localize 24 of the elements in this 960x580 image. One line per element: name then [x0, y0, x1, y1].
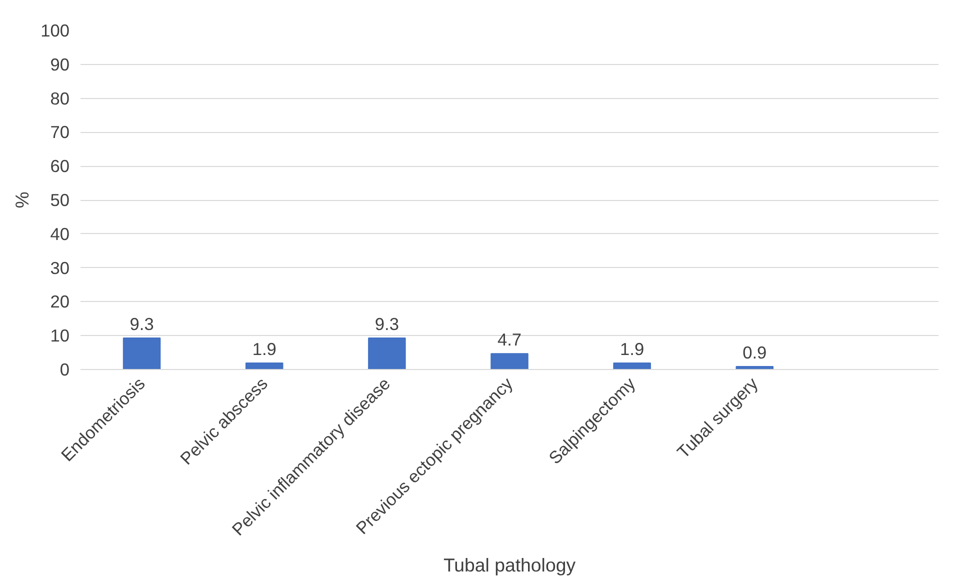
y-tick-label: 30 [50, 258, 70, 278]
data-label: 1.9 [252, 339, 276, 360]
y-tick-label: 70 [50, 122, 70, 142]
y-tick-label: 80 [50, 88, 70, 108]
data-label: 4.7 [497, 330, 522, 350]
bar [368, 337, 406, 370]
data-label: 1.9 [620, 339, 644, 360]
bar [122, 337, 161, 370]
y-tick-label: 10 [50, 326, 70, 346]
y-tick-label: 90 [50, 54, 70, 74]
data-label: 9.3 [130, 314, 154, 334]
y-tick-label: 20 [50, 292, 70, 312]
y-axis-title: % [12, 192, 33, 208]
y-tick-label: 50 [50, 190, 70, 210]
data-label: 9.3 [374, 314, 399, 334]
x-axis-title: Tubal pathology [443, 554, 576, 576]
bar [490, 353, 528, 370]
y-tick-label: 100 [40, 20, 70, 40]
y-tick-label: 0 [60, 360, 70, 380]
bar [245, 362, 284, 370]
y-tick-label: 60 [50, 156, 70, 176]
y-tick-label: 40 [50, 224, 70, 244]
data-label: 0.9 [742, 342, 767, 362]
bar [613, 362, 651, 370]
